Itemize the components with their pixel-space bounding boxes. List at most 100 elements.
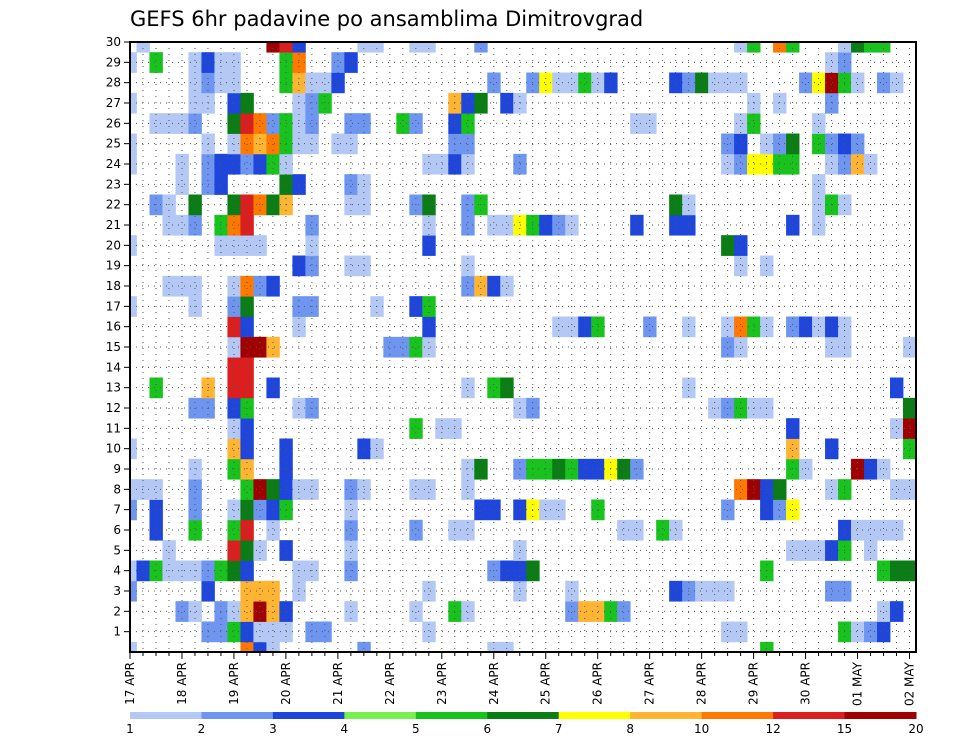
x-tick-label: 29 APR xyxy=(747,662,761,705)
legend-bound-label: 10 xyxy=(694,722,709,736)
precip-cell xyxy=(227,418,241,439)
precip-cell xyxy=(786,316,800,338)
precip-cell xyxy=(344,255,358,277)
precip-cell xyxy=(864,153,878,175)
precip-cell xyxy=(630,113,644,134)
y-tick-label: 15 xyxy=(106,340,121,354)
precip-cell xyxy=(851,133,865,155)
legend-bound-label: 5 xyxy=(412,722,420,736)
precip-cell xyxy=(812,174,826,195)
precip-cell xyxy=(747,92,761,114)
precip-cell xyxy=(149,52,163,73)
precip-cell xyxy=(292,52,306,73)
precip-cell xyxy=(370,42,384,53)
y-tick-label: 25 xyxy=(106,137,121,151)
precip-cell xyxy=(513,153,527,175)
precip-cell xyxy=(227,519,241,541)
precip-cell xyxy=(227,540,241,561)
legend-swatch xyxy=(701,712,774,719)
precip-cell xyxy=(130,560,137,582)
precip-cell xyxy=(552,499,566,521)
precip-cell xyxy=(240,316,254,338)
precip-cell xyxy=(409,418,423,439)
precip-cell xyxy=(903,418,917,439)
y-tick-label: 13 xyxy=(106,381,121,395)
precip-cell xyxy=(877,519,891,541)
precip-cell xyxy=(266,113,280,134)
precip-cell xyxy=(877,458,891,480)
precip-cell xyxy=(786,499,800,521)
x-tick-label: 27 APR xyxy=(643,662,657,705)
precip-cell xyxy=(214,621,228,643)
precip-cell xyxy=(253,113,267,134)
precip-cell xyxy=(305,255,319,277)
precip-cell xyxy=(773,42,787,53)
precip-cell xyxy=(149,377,163,399)
precip-cell xyxy=(175,275,189,297)
precip-cell xyxy=(227,316,241,338)
precip-cell xyxy=(318,92,332,114)
x-tick-label: 24 APR xyxy=(487,662,501,705)
precip-cell xyxy=(539,458,553,480)
precip-cell xyxy=(266,377,280,399)
precip-cell xyxy=(422,214,436,236)
precip-cell xyxy=(227,438,241,460)
precip-cell xyxy=(825,540,839,561)
precip-cell xyxy=(409,601,423,622)
precip-cell xyxy=(721,621,735,643)
precip-cell xyxy=(890,377,904,399)
precip-cell xyxy=(240,377,254,399)
precip-cell xyxy=(214,235,228,256)
precip-cell xyxy=(214,72,228,94)
precip-cell xyxy=(422,42,436,53)
precip-cell xyxy=(240,357,254,378)
precip-cell xyxy=(162,113,176,134)
legend-bound-label: 7 xyxy=(555,722,563,736)
precip-cell xyxy=(130,52,137,73)
precip-cell xyxy=(175,601,189,622)
y-tick-label: 22 xyxy=(106,198,121,212)
precip-cell xyxy=(266,621,280,643)
precip-cell xyxy=(500,275,514,297)
precip-cell xyxy=(305,479,319,500)
precip-cell xyxy=(130,235,137,256)
precip-cell xyxy=(552,316,566,338)
precip-cell xyxy=(513,92,527,114)
precip-cell xyxy=(669,580,683,602)
precip-cell xyxy=(227,92,241,114)
precip-cell xyxy=(617,519,631,541)
precip-cell xyxy=(344,52,358,73)
precip-cell xyxy=(253,580,267,602)
precip-cell xyxy=(734,113,748,134)
precip-cell xyxy=(344,601,358,622)
precip-cell xyxy=(825,580,839,602)
precip-cell xyxy=(461,479,475,500)
precip-cell xyxy=(825,133,839,155)
precip-cell xyxy=(422,336,436,358)
precip-cell xyxy=(292,580,306,602)
precip-cell xyxy=(422,235,436,256)
precip-cell xyxy=(253,601,267,622)
precip-cell xyxy=(747,42,761,53)
precip-cell xyxy=(227,235,241,256)
precip-cell xyxy=(734,133,748,155)
precip-cell xyxy=(461,519,475,541)
precip-cell xyxy=(240,458,254,480)
precip-cell xyxy=(877,621,891,643)
precip-cell xyxy=(591,601,605,622)
precip-cell xyxy=(266,153,280,175)
precip-cell xyxy=(305,621,319,643)
y-tick-label: 11 xyxy=(106,421,121,435)
chart-title: GEFS 6hr padavine po ansamblima Dimitrov… xyxy=(130,7,643,31)
precip-cell xyxy=(721,72,735,94)
y-tick-label: 30 xyxy=(106,35,121,49)
precip-cell xyxy=(149,113,163,134)
precip-cell xyxy=(227,601,241,622)
y-tick-label: 24 xyxy=(106,157,121,171)
precip-cell xyxy=(214,214,228,236)
precip-cell xyxy=(175,174,189,195)
precip-cell xyxy=(266,601,280,622)
precip-cell xyxy=(578,458,592,480)
precip-cell xyxy=(669,72,683,94)
precip-cell xyxy=(786,214,800,236)
